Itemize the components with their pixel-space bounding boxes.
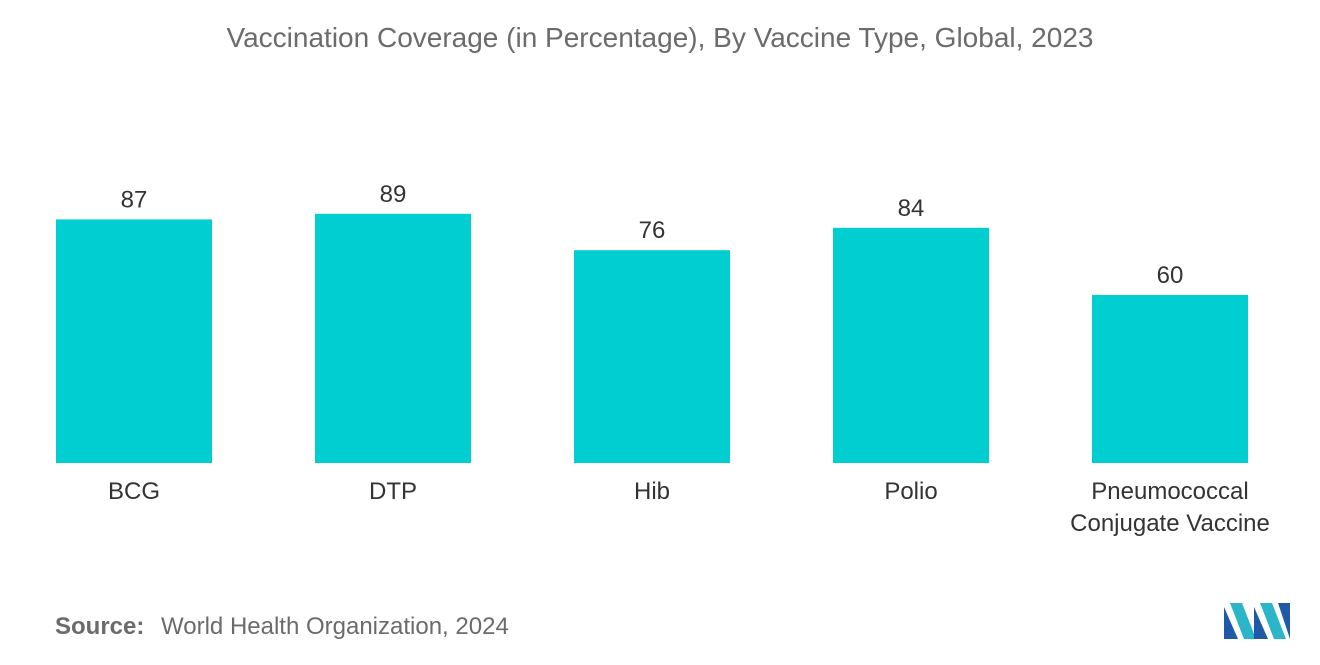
mordor-intelligence-logo-icon	[1224, 603, 1290, 639]
data-label-polio: 84	[898, 195, 925, 222]
bar-pneumococcal-conjugate-vaccine	[1092, 295, 1248, 463]
source-label: Source:	[55, 613, 145, 640]
bar-dtp	[315, 213, 471, 463]
source-note: Source: World Health Organization, 2024	[55, 613, 509, 641]
data-labels-group: 87 89 76 84 60	[121, 181, 1184, 289]
chart-title: Vaccination Coverage (in Percentage), By…	[226, 22, 1094, 53]
bars-group	[56, 213, 1248, 463]
x-tick-label-polio: Polio	[884, 478, 937, 505]
bar-bcg	[56, 219, 212, 463]
bar-chart: 87 89 76 84 60 BCG DTP Hib Polio Pneumococcal Con…	[56, 181, 1270, 537]
data-label-hib: 76	[639, 217, 666, 244]
x-tick-label-dtp: DTP	[369, 478, 417, 505]
source-text: World Health Organization, 2024	[161, 613, 509, 640]
bar-polio	[833, 227, 989, 463]
x-tick-label-pneumococcal-conjugate-vaccine: Pneumococcal Conjugate Vaccine	[1070, 478, 1270, 537]
x-tick-label-hib: Hib	[634, 478, 670, 505]
data-label-dtp: 89	[380, 181, 407, 208]
bar-hib	[574, 250, 730, 463]
x-tick-label-bcg: BCG	[108, 478, 160, 505]
data-label-pneumococcal-conjugate-vaccine: 60	[1157, 262, 1184, 289]
x-tick-labels-group: BCG DTP Hib Polio Pneumococcal Conjugate Vacc…	[108, 478, 1270, 537]
data-label-bcg: 87	[121, 186, 148, 213]
